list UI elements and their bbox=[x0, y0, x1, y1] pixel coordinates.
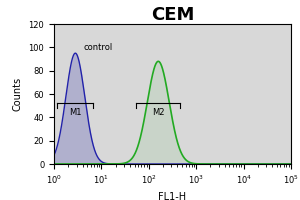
Text: control: control bbox=[84, 43, 113, 52]
X-axis label: FL1-H: FL1-H bbox=[158, 192, 187, 200]
Title: CEM: CEM bbox=[151, 6, 194, 24]
Text: M1: M1 bbox=[69, 108, 82, 117]
Y-axis label: Counts: Counts bbox=[13, 77, 23, 111]
Text: M2: M2 bbox=[152, 108, 164, 117]
